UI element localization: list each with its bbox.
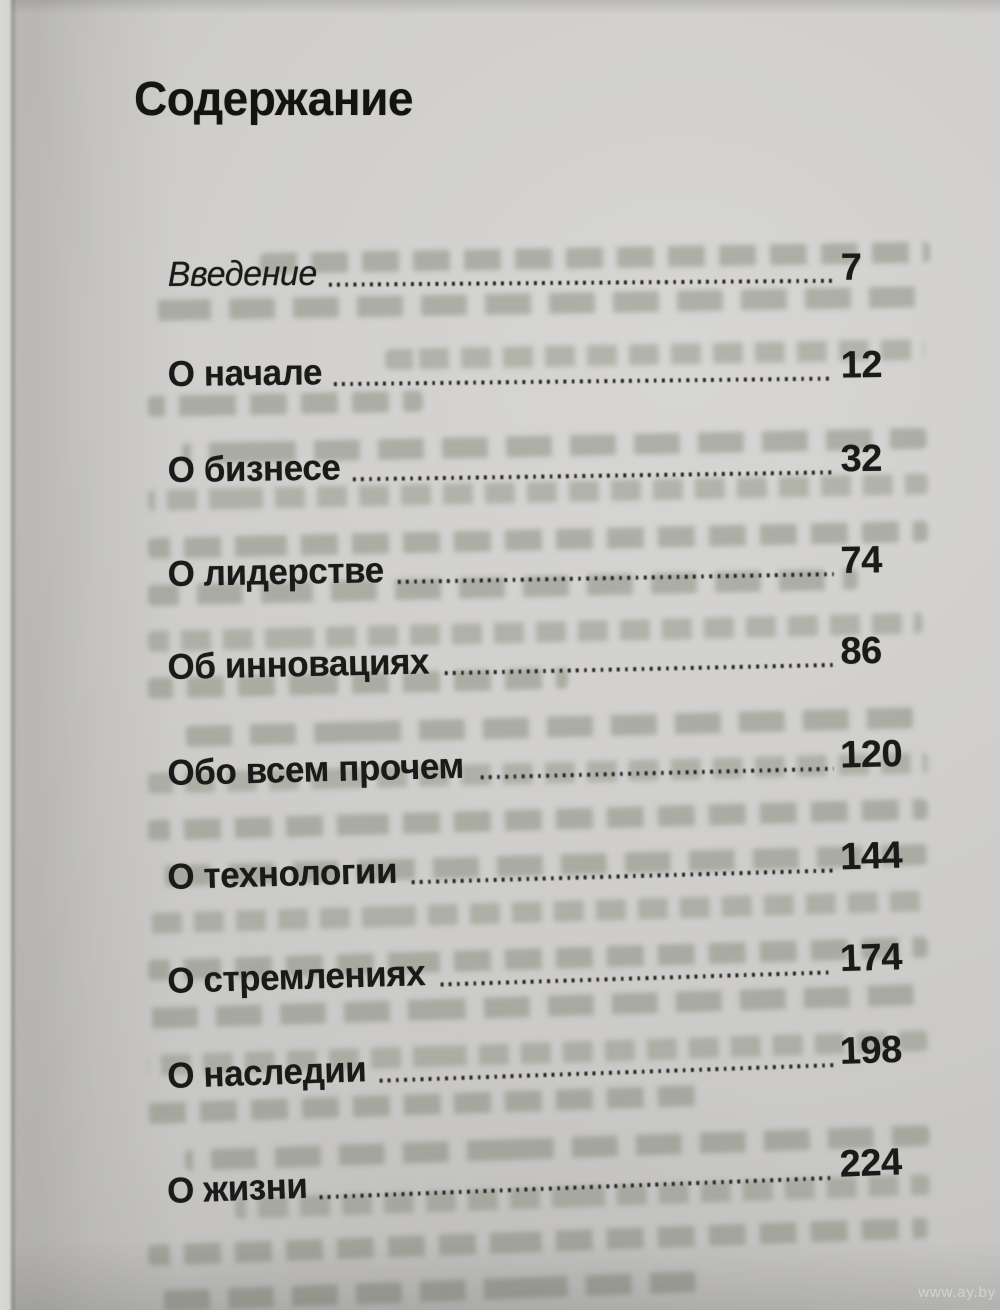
toc-entry-label: О наследии [166,1048,368,1097]
toc-entry-page-number: 224 [838,1141,903,1186]
toc-entry: О стремлениях 174 [167,936,912,1002]
dot-leader [480,766,834,780]
toc-entry-page-number: 32 [840,437,883,481]
dot-leader [397,572,834,584]
toc-entry: О бизнесе 32 [167,437,912,491]
dot-leader [444,662,834,676]
dot-leader [328,278,834,287]
dot-leader [333,376,834,387]
toc-entry: О начале 12 [168,344,912,395]
toc-entry-label: Введение [167,253,318,295]
toc-entry-label: О технологии [166,849,398,898]
dot-leader [411,868,834,885]
dot-leader [319,1175,834,1200]
toc-entry-page-number: 144 [839,834,903,879]
dot-leader [379,1063,834,1083]
toc-entry-label: Обо всем прочем [166,744,465,794]
toc-entry-label: О стремлениях [166,952,426,1002]
toc-entry-page-number: 174 [839,936,903,981]
toc-entry-page-number: 12 [840,344,883,387]
toc-entry: О лидерстве 74 [167,539,912,595]
toc-entry-label: Об инновациях [167,640,430,688]
toc-entry-page-number: 74 [840,539,883,583]
toc-entry-page-number: 86 [839,629,883,673]
dot-leader [440,970,834,987]
page-title: Содержание [134,73,414,126]
toc-entry: Обо всем прочем 120 [167,733,912,794]
toc-entry: О жизни 224 [166,1141,911,1212]
toc-entry-label: О лидерстве [167,549,385,595]
toc-entry: О наследии 198 [167,1028,912,1097]
toc-entry-label: О бизнесе [167,446,341,491]
toc-entry-page-number: 7 [840,246,862,289]
toc-entry: Введение 7 [168,246,912,295]
dot-leader [352,470,834,482]
toc-entry: О технологии 144 [167,834,912,898]
toc-entry-label: О жизни [166,1164,309,1212]
toc-entry-page-number: 120 [839,733,903,777]
toc-entry-label: О начале [167,351,323,395]
toc-entry: Об инновациях 86 [167,629,912,688]
toc-entry-page-number: 198 [839,1028,903,1073]
watermark-text: www.ay.by [918,1284,996,1301]
